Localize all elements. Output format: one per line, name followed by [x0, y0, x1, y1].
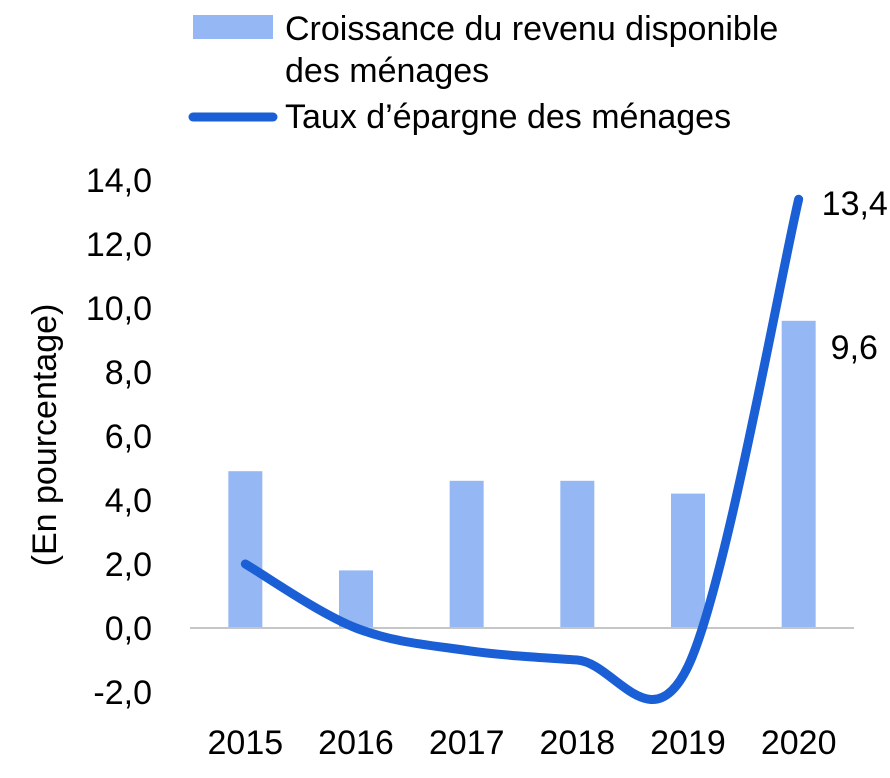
x-tick-label-2017: 2017	[429, 724, 505, 762]
y-axis-label: (En pourcentage)	[26, 304, 64, 567]
bar-2020	[781, 320, 816, 628]
y-axis-ticks: -2,0 0,0 2,0 4,0 6,0 8,0 10,0 12,0 14,0	[86, 162, 152, 712]
legend-label-bar-line2: des ménages	[285, 52, 489, 90]
x-tick-label-2020: 2020	[761, 724, 837, 762]
data-labels: 13,4 9,6	[822, 185, 888, 367]
y-tick-label: 10,0	[86, 290, 152, 328]
x-tick-label-2015: 2015	[208, 724, 284, 762]
y-tick-label: 6,0	[105, 418, 152, 456]
bar-2017	[449, 480, 484, 628]
legend-label-bar-line1: Croissance du revenu disponible	[285, 10, 778, 48]
y-tick-label: 8,0	[105, 354, 152, 392]
legend-swatch-bar	[193, 15, 273, 39]
bar-2015	[228, 471, 263, 628]
x-tick-label-2016: 2016	[318, 724, 394, 762]
y-tick-label: 12,0	[86, 226, 152, 264]
data-label-savings-2020: 13,4	[822, 185, 888, 223]
legend: Croissance du revenu disponible des ména…	[188, 10, 778, 136]
series-line-savings-rate	[240, 194, 804, 704]
x-axis-ticks: 2015 2016 2017 2018 2019 2020	[208, 724, 837, 762]
y-tick-label: 4,0	[105, 482, 152, 520]
y-tick-label: 2,0	[105, 546, 152, 584]
bar-2018	[560, 480, 595, 628]
data-label-income-2020: 9,6	[831, 329, 878, 367]
x-tick-label-2018: 2018	[540, 724, 616, 762]
bar-2019	[671, 493, 705, 628]
bars	[228, 320, 816, 628]
y-tick-label: -2,0	[93, 674, 152, 712]
y-tick-label: 0,0	[105, 610, 152, 648]
y-tick-label: 14,0	[86, 162, 152, 200]
x-tick-label-2019: 2019	[650, 724, 726, 762]
legend-label-line: Taux d’épargne des ménages	[285, 98, 731, 136]
